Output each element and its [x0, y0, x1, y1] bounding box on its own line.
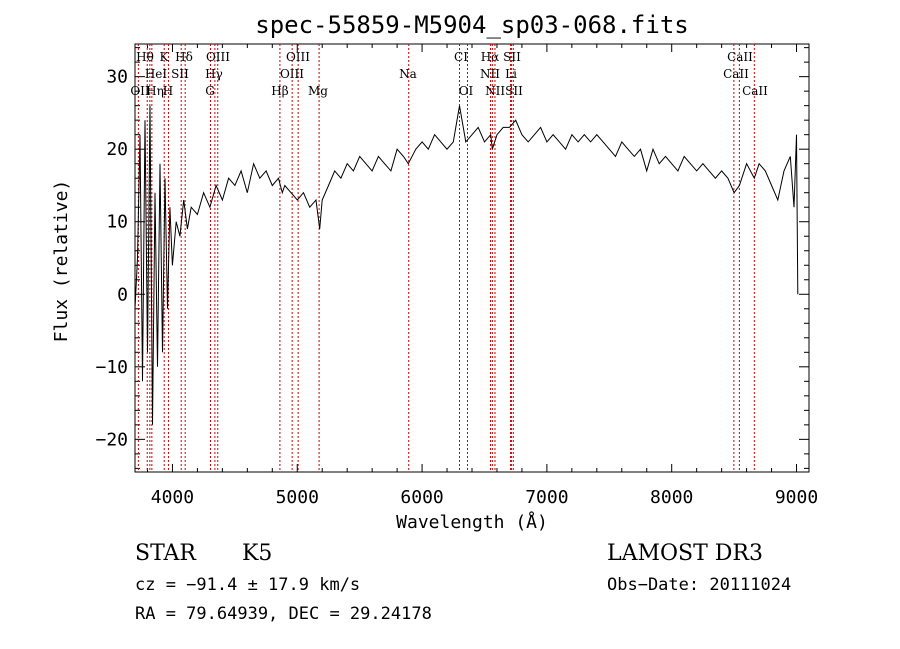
x-tick-label: 8000: [650, 487, 693, 508]
label-oiii-b: OIII: [286, 50, 310, 64]
y-tick-label: −20: [95, 429, 128, 450]
label-halpha: Hα: [481, 50, 500, 64]
x-tick-label: 6000: [400, 487, 443, 508]
label-h: H: [163, 84, 173, 98]
label-oii: OII: [130, 84, 150, 98]
y-tick-label: 10: [106, 212, 128, 233]
label-sii-a: SII: [503, 50, 521, 64]
y-axis: −20 −10 0 10 20 30: [95, 47, 809, 469]
y-tick-label: 30: [106, 67, 128, 88]
label-hgamma: Hγ: [205, 67, 223, 81]
label-hei: HeI: [145, 67, 168, 81]
x-tick-label: 5000: [276, 487, 319, 508]
label-nii: NII: [480, 67, 500, 81]
label-oi: OI: [459, 84, 474, 98]
label-ci: CI: [454, 50, 468, 64]
label-caii-b: CaII: [723, 67, 749, 81]
label-niisii: NIISII: [485, 84, 523, 98]
spectrum-series: [134, 105, 799, 425]
y-tick-label: 20: [106, 139, 128, 160]
x-tick-label: 9000: [775, 487, 818, 508]
label-oiii-a: OIII: [206, 50, 230, 64]
x-axis-label: Wavelength (Å): [396, 511, 548, 533]
redshift-velocity: cz = −91.4 ± 17.9 km/s: [135, 575, 360, 595]
observation-date: Obs−Date: 20111024: [607, 575, 791, 595]
object-class: STAR: [135, 541, 197, 566]
x-axis: 4000 5000 6000 7000 8000 9000: [146, 44, 818, 508]
label-hbeta: Hβ: [271, 84, 288, 98]
label-na: Na: [399, 67, 417, 81]
label-caii-c: CaII: [742, 84, 768, 98]
spectrum-line: [134, 105, 799, 425]
y-tick-label: 0: [117, 284, 128, 305]
label-oiii-c: OIII: [280, 67, 304, 81]
x-tick-label: 7000: [525, 487, 568, 508]
y-axis-label: Flux (relative): [51, 180, 72, 343]
object-subclass: K5: [242, 541, 272, 566]
x-tick-label: 4000: [151, 487, 194, 508]
chart-title: spec-55859-M5904_sp03-068.fits: [255, 11, 688, 39]
label-sii-b: SII: [171, 67, 189, 81]
coordinates: RA = 79.64939, DEC = 29.24178: [135, 604, 432, 624]
y-tick-label: −10: [95, 357, 128, 378]
line-labels-row3: OII Hη H G Hβ Mg OI NIISII CaII: [130, 84, 768, 98]
emission-lines: [137, 44, 755, 472]
label-g: G: [205, 84, 215, 98]
label-caii-a: CaII: [727, 50, 753, 64]
label-heta: Hη: [146, 84, 164, 98]
label-li: Li: [505, 67, 517, 81]
line-labels-row1: Hθ K Hδ OIII OIII CI Hα SII CaII: [136, 50, 753, 64]
label-mg: Mg: [308, 84, 328, 98]
label-hdelta: Hδ: [175, 50, 193, 64]
line-labels-row2: HeI SII Hγ OIII Na NII Li CaII: [145, 67, 749, 81]
survey-name: LAMOST DR3: [607, 541, 763, 566]
label-htheta: Hθ: [136, 50, 154, 64]
label-k: K: [160, 50, 170, 64]
plot-frame: [134, 43, 810, 473]
